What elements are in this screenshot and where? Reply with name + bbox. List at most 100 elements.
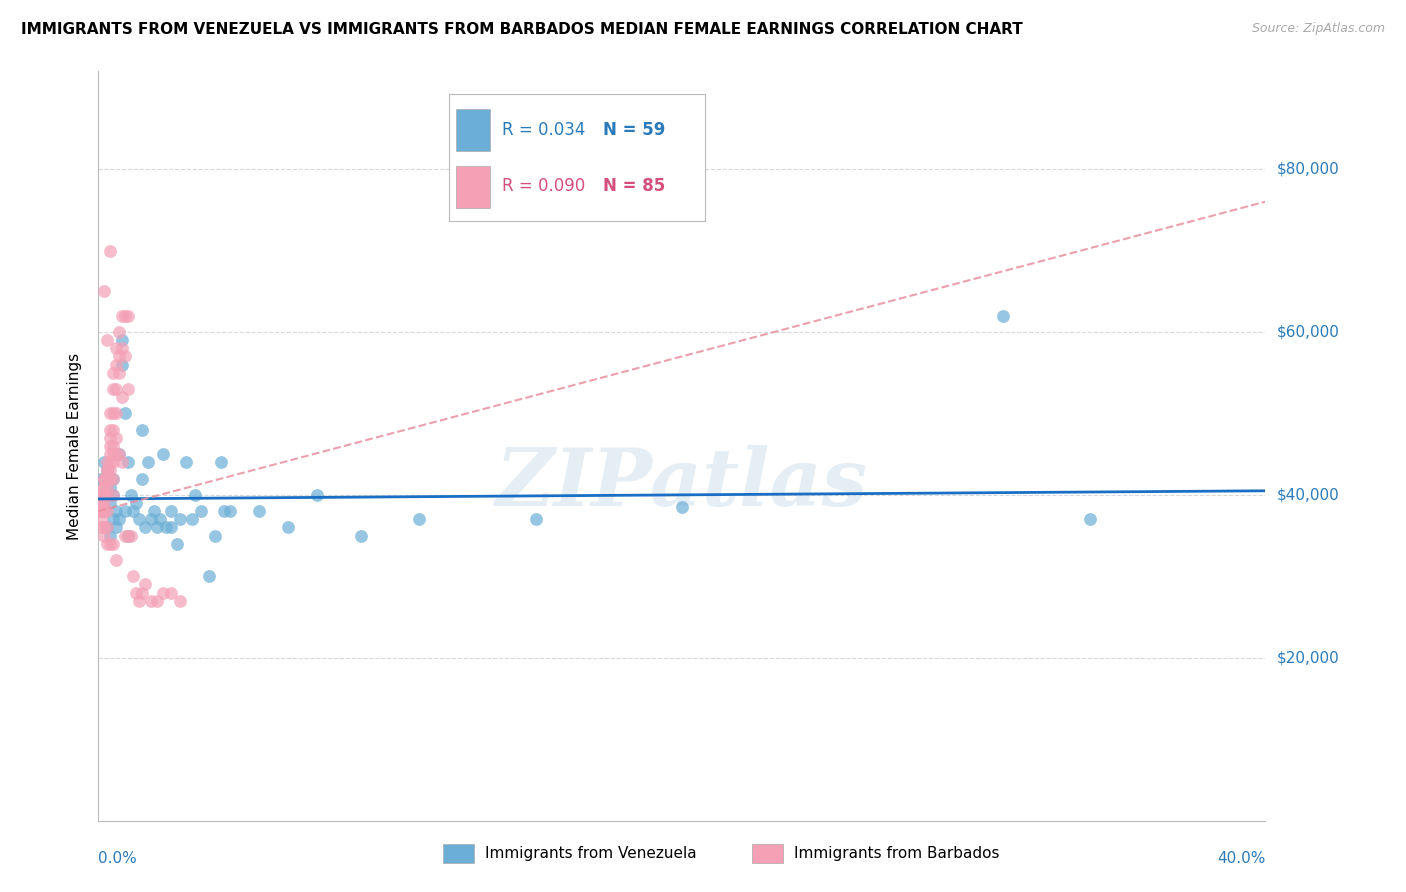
Point <box>93 488 115 502</box>
Point <box>98 463 121 477</box>
Point <box>114 406 136 420</box>
Point <box>104 358 127 372</box>
Point <box>90 488 112 502</box>
Point <box>90 472 112 486</box>
Point <box>93 472 115 486</box>
Point <box>96 333 118 347</box>
Point <box>90 488 112 502</box>
Point <box>98 447 121 461</box>
Point <box>111 341 134 355</box>
Point <box>98 439 121 453</box>
Point <box>93 488 115 502</box>
Point <box>166 537 188 551</box>
Point <box>212 504 235 518</box>
Point <box>90 488 112 502</box>
Point <box>198 569 221 583</box>
Point <box>111 333 134 347</box>
Point <box>111 358 134 372</box>
Point <box>96 463 118 477</box>
Point <box>101 423 124 437</box>
Point <box>98 480 121 494</box>
Text: 40.0%: 40.0% <box>1218 851 1265 866</box>
Point <box>104 520 127 534</box>
Point <box>128 512 150 526</box>
Point <box>93 285 115 299</box>
Point <box>120 488 142 502</box>
Point <box>104 447 127 461</box>
Point <box>108 366 131 380</box>
Point <box>96 488 118 502</box>
Point <box>991 309 1014 323</box>
Point <box>122 569 145 583</box>
Point <box>160 504 183 518</box>
Point <box>104 431 127 445</box>
Point <box>108 447 131 461</box>
Point <box>96 537 118 551</box>
Point <box>671 500 693 514</box>
Point <box>108 512 131 526</box>
Point <box>108 325 131 339</box>
Point <box>104 406 127 420</box>
Point <box>104 504 127 518</box>
Point <box>114 504 136 518</box>
Point <box>90 504 112 518</box>
Text: 0.0%: 0.0% <box>98 851 138 866</box>
Point <box>90 496 112 510</box>
Point <box>90 520 112 534</box>
Point <box>98 431 121 445</box>
Point <box>307 488 329 502</box>
Point <box>96 520 118 534</box>
Point <box>117 455 139 469</box>
Text: Immigrants from Barbados: Immigrants from Barbados <box>794 847 1000 861</box>
Point <box>247 504 270 518</box>
Y-axis label: Median Female Earnings: Median Female Earnings <box>67 352 83 540</box>
Point <box>169 512 191 526</box>
Point <box>98 496 121 510</box>
Point <box>152 447 174 461</box>
Point <box>90 512 112 526</box>
Point <box>98 455 121 469</box>
Point <box>96 488 118 502</box>
Point <box>104 553 127 567</box>
Point <box>93 480 115 494</box>
Point <box>350 528 373 542</box>
Point <box>146 593 169 607</box>
Point <box>101 472 124 486</box>
Point <box>90 504 112 518</box>
Point <box>131 472 153 486</box>
Point <box>98 472 121 486</box>
Point <box>96 463 118 477</box>
Point <box>96 472 118 486</box>
Point <box>160 520 183 534</box>
Point <box>108 350 131 364</box>
Point <box>93 520 115 534</box>
Point <box>114 528 136 542</box>
Point <box>90 488 112 502</box>
Point <box>1080 512 1102 526</box>
Point <box>101 382 124 396</box>
Point <box>117 528 139 542</box>
Text: $80,000: $80,000 <box>1277 161 1340 177</box>
Point <box>149 512 172 526</box>
Point <box>98 406 121 420</box>
Text: IMMIGRANTS FROM VENEZUELA VS IMMIGRANTS FROM BARBADOS MEDIAN FEMALE EARNINGS COR: IMMIGRANTS FROM VENEZUELA VS IMMIGRANTS … <box>21 22 1022 37</box>
Point <box>90 488 112 502</box>
Point <box>104 382 127 396</box>
Point <box>120 528 142 542</box>
Point <box>142 504 165 518</box>
Point <box>93 488 115 502</box>
Point <box>101 488 124 502</box>
Point <box>101 439 124 453</box>
Point <box>152 585 174 599</box>
Point <box>146 520 169 534</box>
Point <box>101 512 124 526</box>
Point <box>111 390 134 404</box>
Text: $60,000: $60,000 <box>1277 325 1340 340</box>
Point <box>408 512 430 526</box>
Point <box>155 520 177 534</box>
Point <box>101 406 124 420</box>
Point <box>96 504 118 518</box>
Point <box>93 504 115 518</box>
Point <box>90 496 112 510</box>
Point <box>98 423 121 437</box>
